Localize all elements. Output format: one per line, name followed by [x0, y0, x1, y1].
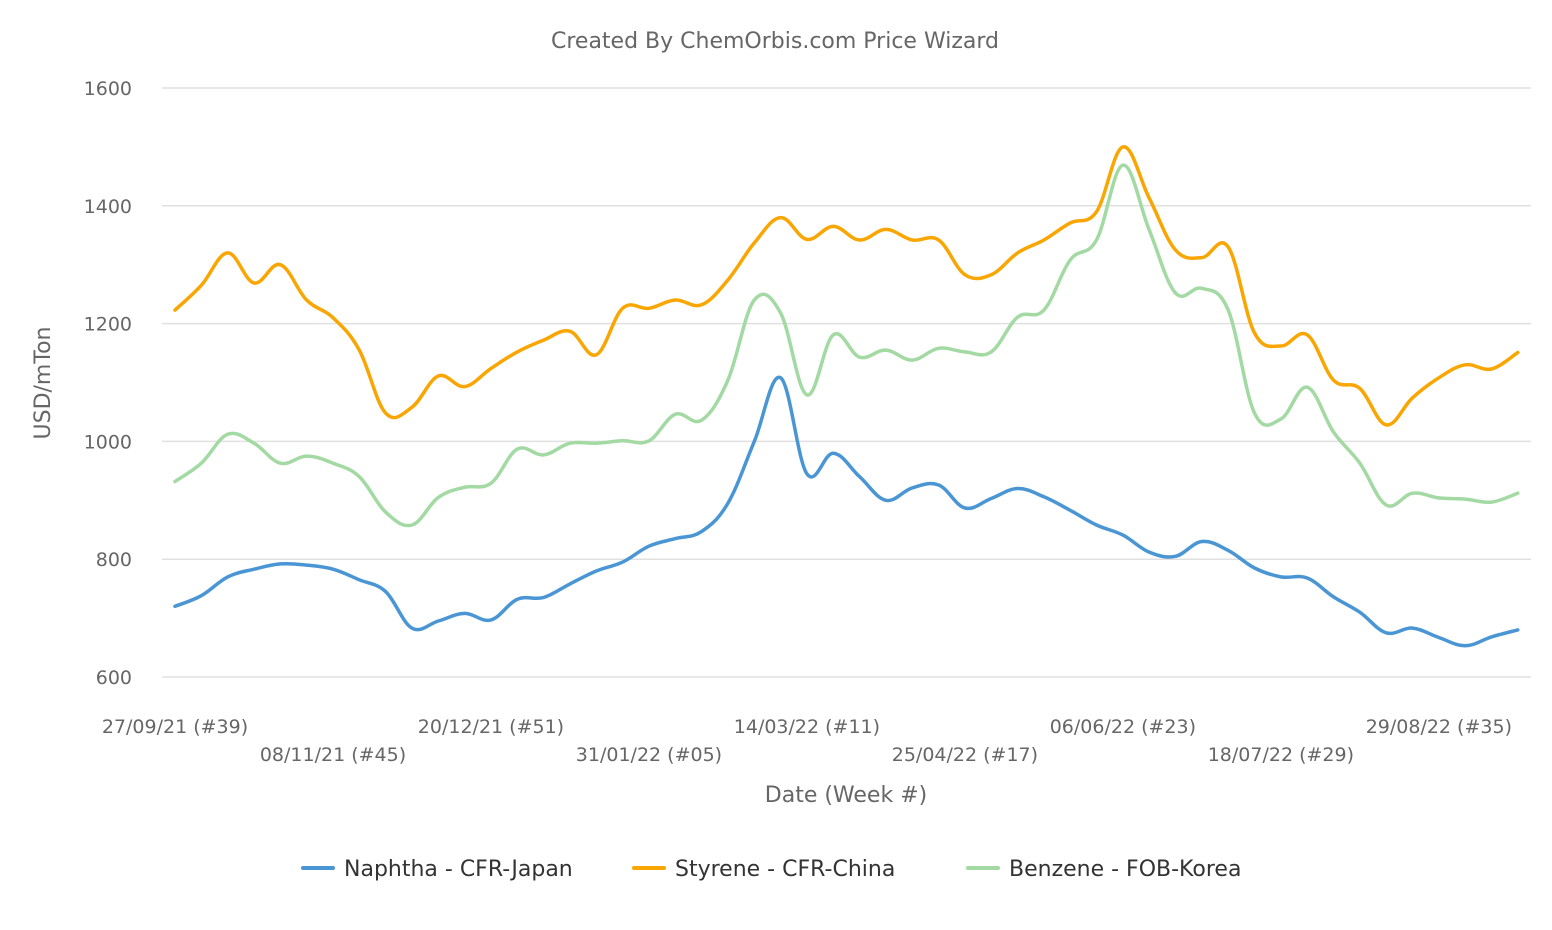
x-tick-label: 06/06/22 (#23)	[1050, 716, 1196, 738]
series-lines	[173, 145, 1520, 648]
x-tick-label: 08/11/21 (#45)	[260, 744, 406, 766]
y-axis-ticks: 600 800 1000 1200 1400 1600	[84, 78, 132, 689]
legend-item-0[interactable]: Naphtha - CFR-Japan	[301, 857, 573, 882]
x-tick-label: 29/08/22 (#35)	[1366, 716, 1512, 738]
y-tick-label: 600	[96, 667, 132, 689]
x-tick-label: 18/07/22 (#29)	[1208, 744, 1354, 766]
x-tick-label: 14/03/22 (#11)	[734, 716, 880, 738]
x-axis-label: Date (Week #)	[765, 783, 927, 808]
y-tick-label: 1600	[84, 78, 132, 100]
legend-label: Naphtha - CFR-Japan	[344, 857, 573, 882]
legend-label: Benzene - FOB-Korea	[1009, 857, 1241, 882]
y-axis-label: USD/mTon	[31, 327, 56, 440]
x-axis-ticks: 27/09/21 (#39) 08/11/21 (#45) 20/12/21 (#5…	[102, 716, 1512, 766]
x-tick-label: 31/01/22 (#05)	[576, 744, 722, 766]
legend-label: Styrene - CFR-China	[675, 857, 895, 882]
series-line-2	[173, 163, 1520, 528]
x-tick-label: 25/04/22 (#17)	[892, 744, 1038, 766]
y-tick-label: 800	[96, 549, 132, 571]
y-tick-label: 1200	[84, 314, 132, 336]
legend-item-1[interactable]: Styrene - CFR-China	[632, 857, 895, 882]
legend-item-2[interactable]: Benzene - FOB-Korea	[966, 857, 1241, 882]
gridlines	[162, 87, 1531, 678]
series-line-0	[173, 375, 1520, 648]
x-tick-label: 20/12/21 (#51)	[418, 716, 564, 738]
chart-title: Created By ChemOrbis.com Price Wizard	[551, 29, 999, 54]
y-tick-label: 1400	[84, 196, 132, 218]
series-line-1	[173, 145, 1520, 427]
legend: Naphtha - CFR-Japan Styrene - CFR-China Be…	[301, 857, 1241, 882]
y-tick-label: 1000	[84, 431, 132, 453]
x-tick-label: 27/09/21 (#39)	[102, 716, 248, 738]
